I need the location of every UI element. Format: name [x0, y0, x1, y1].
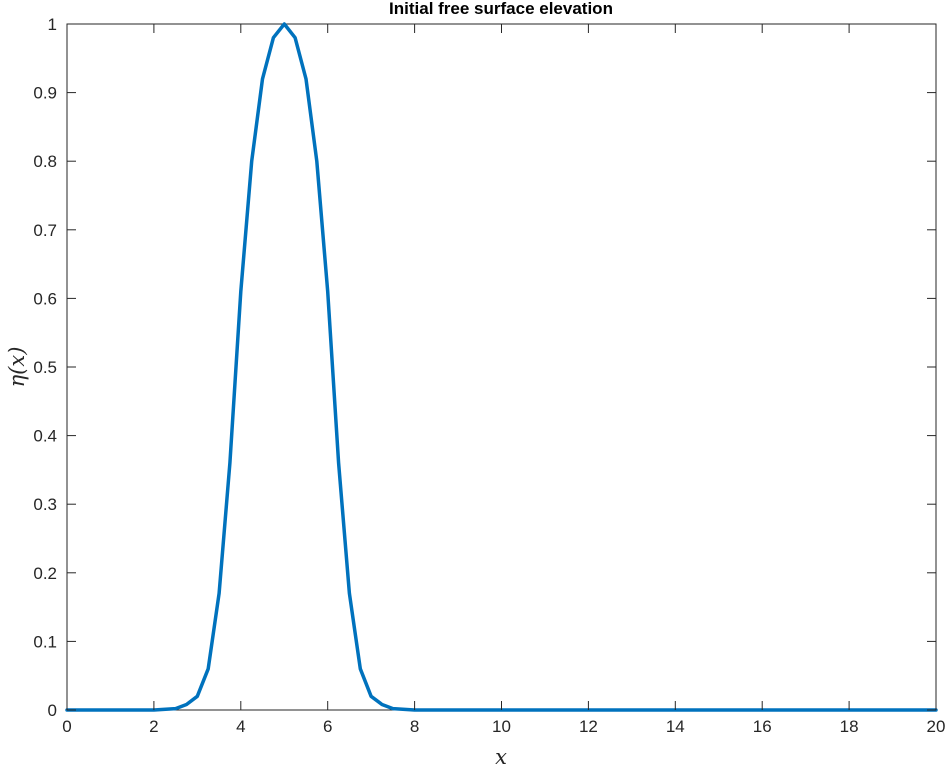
plot-box: [66, 23, 937, 711]
y-tick-label: 0.7: [33, 221, 57, 240]
y-tick-label: 0.4: [33, 427, 57, 446]
x-tick-label: 14: [666, 717, 685, 736]
x-tick-label: 8: [410, 717, 419, 736]
x-tick-label: 12: [579, 717, 598, 736]
tick-labels: 0 2 4 6 8 10 12 14 16 18 20 0 0.1 0.2 0.3 0.4 0.5 0.6 0.7 0…: [33, 15, 945, 736]
x-tick-label: 10: [492, 717, 511, 736]
x-tick-label: 2: [149, 717, 158, 736]
y-tick-label: 0.6: [33, 289, 57, 308]
y-tick-label: 1: [48, 15, 57, 34]
x-tick-label: 6: [323, 717, 332, 736]
y-tick-label: 0: [48, 701, 57, 720]
y-tick-label: 0.9: [33, 84, 57, 103]
x-tick-label: 16: [753, 717, 772, 736]
y-tick-label: 0.2: [33, 564, 57, 583]
chart-title: Initial free surface elevation: [389, 0, 613, 18]
y-tick-label: 0.5: [33, 358, 57, 377]
axes: [66, 23, 937, 711]
x-axis-label: x: [495, 745, 507, 766]
x-tick-label: 18: [840, 717, 859, 736]
y-axis-label: η(x): [5, 347, 29, 388]
series-line: [65, 22, 938, 712]
plot-series: [65, 22, 938, 712]
y-tick-label: 0.3: [33, 495, 57, 514]
y-tick-label: 0.8: [33, 152, 57, 171]
x-tick-label: 20: [927, 717, 946, 736]
x-tick-label: 4: [236, 717, 245, 736]
y-tick-label: 0.1: [33, 632, 57, 651]
tick-marks: [66, 23, 937, 711]
x-tick-label: 0: [62, 717, 71, 736]
